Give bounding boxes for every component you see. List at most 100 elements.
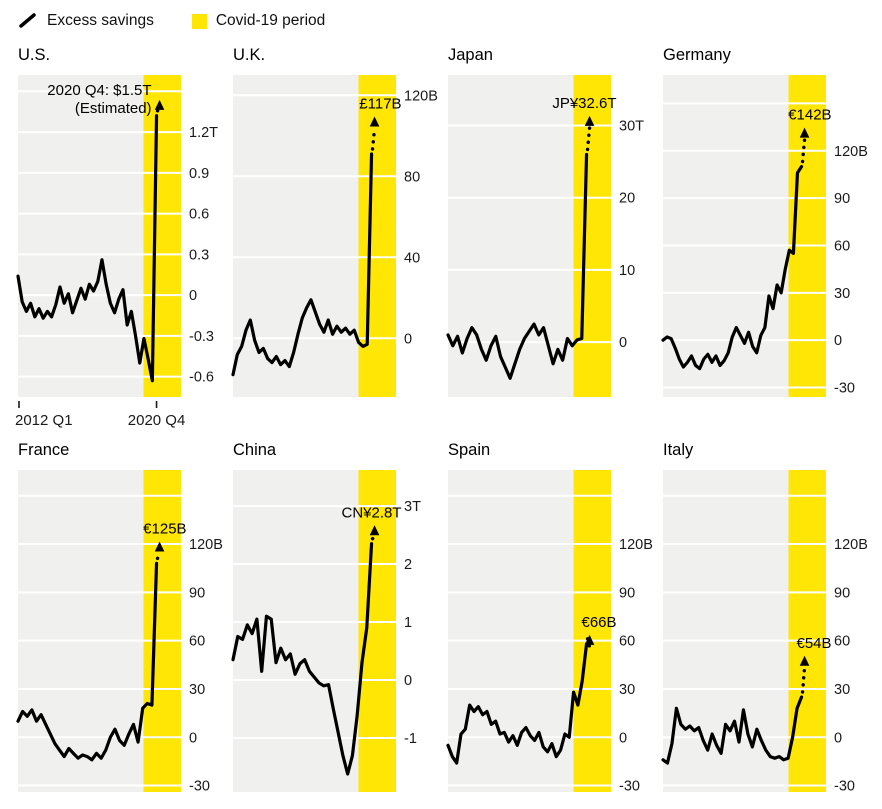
series-line (16, 561, 159, 762)
line-chart-italy: 120B 90 60 30 0 -30 €54B (661, 470, 868, 795)
y-tick-label: 0 (404, 331, 412, 347)
panel-title-uk: U.K. (233, 46, 266, 64)
chart-panel-china: China 3T 2 1 0 -1 CN¥2.8T (231, 441, 448, 792)
panel-title-italy: Italy (663, 441, 694, 459)
y-tick-labels: 120B 80 40 0 (404, 88, 438, 347)
x-axis: 2012 Q1 2020 Q4 (15, 401, 185, 429)
y-tick-label: 0 (619, 335, 627, 351)
line-chart-germany: 120B 90 60 30 0 -30 €142B (661, 75, 868, 397)
y-tick-label: 80 (404, 169, 420, 185)
y-tick-label: 60 (619, 634, 635, 650)
y-tick-label: -30 (834, 779, 855, 795)
estimate-dotted-line (155, 109, 162, 114)
y-tick-labels: 120B 90 60 30 0 -30 (834, 537, 868, 795)
y-tick-label: 1 (404, 615, 412, 631)
y-tick-label: 1.2T (189, 125, 218, 141)
covid-band (788, 470, 826, 792)
y-tick-label: -0.3 (189, 329, 214, 345)
value-annotation: £117B (359, 96, 401, 113)
y-tick-label: 3T (404, 499, 421, 515)
y-tick-label: 0 (834, 333, 842, 349)
estimate-dotted-line (800, 666, 807, 694)
estimate-dotted-line (155, 551, 162, 561)
legend-label-covid-period: Covid-19 period (215, 12, 326, 29)
value-annotation: JP¥32.6T (552, 95, 616, 112)
line-chart-japan: 30T 20 10 0 JP¥32.6T (446, 75, 644, 397)
covid-band (358, 75, 396, 397)
chart-panel-uk: U.K. 120B 80 40 0 £117B (231, 46, 448, 397)
chart-panel-germany: Germany 120B 90 60 30 0 -30 €142B (661, 46, 878, 397)
y-tick-label: -30 (834, 381, 855, 397)
line-chart-us: 1.2T 0.9 0.6 0.3 0 -0.3 -0.6 2020 Q4: $1.5T(Est… (15, 75, 218, 429)
y-tick-label: 0.3 (189, 247, 209, 263)
chart-spain: 120B 90 60 30 0 -30 €66B (446, 470, 663, 795)
y-tick-label: 90 (189, 585, 205, 601)
panel-title-china: China (233, 441, 277, 459)
y-tick-label: -0.6 (189, 370, 214, 386)
covid-band-swatch-icon (191, 13, 207, 29)
y-tick-labels: 3T 2 1 0 -1 (404, 499, 421, 747)
y-tick-label: -30 (619, 779, 640, 795)
value-annotation: €66B (582, 614, 617, 631)
y-tick-label: 0 (619, 730, 627, 746)
chart-legend: Excess savings Covid-19 period (18, 10, 882, 32)
y-tick-label: 2 (404, 557, 412, 573)
panel-title-spain: Spain (448, 441, 491, 459)
y-tick-label: 20 (619, 191, 635, 207)
covid-band (573, 75, 611, 397)
y-tick-label: -1 (404, 731, 417, 747)
covid-band (143, 75, 181, 397)
covid-band (143, 470, 181, 792)
y-tick-label: 90 (619, 585, 635, 601)
y-tick-labels: 30T 20 10 0 (619, 119, 644, 352)
y-tick-label: 30 (834, 682, 850, 698)
line-series-icon (19, 13, 36, 28)
arrowhead-icon (584, 115, 595, 126)
y-tick-labels: 120B 90 60 30 0 -30 (619, 537, 653, 795)
y-tick-label: 0 (189, 288, 197, 304)
arrowhead-icon (369, 525, 380, 536)
arrowhead-icon (369, 116, 380, 127)
chart-japan: 30T 20 10 0 JP¥32.6T (446, 75, 663, 397)
arrowhead-icon (584, 634, 595, 645)
y-tick-label: 60 (189, 634, 205, 650)
line-chart-spain: 120B 90 60 30 0 -30 €66B (446, 470, 653, 795)
chart-panel-france: France 120B 90 60 30 0 -30 €125B (16, 441, 233, 795)
y-tick-label: 60 (834, 634, 850, 650)
chart-panel-italy: Italy 120B 90 60 30 0 -30 €54B (661, 441, 878, 795)
y-tick-label: 10 (619, 263, 635, 279)
value-annotation: €54B (797, 635, 832, 652)
panel-title-japan: Japan (448, 46, 493, 64)
series-line (16, 114, 159, 383)
y-tick-label: 120B (404, 88, 438, 104)
y-tick-label: 0 (834, 730, 842, 746)
covid-band (573, 470, 611, 792)
chart-uk: 120B 80 40 0 £117B (231, 75, 448, 397)
value-annotation: €125B (143, 520, 186, 537)
panel-title-germany: Germany (663, 46, 731, 64)
y-tick-label: 60 (834, 238, 850, 254)
y-tick-labels: 120B 90 60 30 0 -30 (189, 537, 223, 795)
arrowhead-icon (799, 127, 810, 138)
chart-france: 120B 90 60 30 0 -30 €125B (16, 470, 233, 795)
y-tick-label: 0 (404, 673, 412, 689)
panel-title-us: U.S. (18, 46, 51, 64)
y-tick-label: 30T (619, 119, 644, 135)
chart-china: 3T 2 1 0 -1 CN¥2.8T (231, 470, 448, 792)
panel-title-france: France (18, 441, 70, 459)
y-tick-label: -30 (189, 779, 210, 795)
gridlines (448, 494, 611, 787)
y-tick-label: 0 (189, 730, 197, 746)
value-annotation: €142B (788, 107, 831, 124)
x-tick-label: 2012 Q1 (15, 412, 73, 429)
x-tick-label: 2020 Q4 (128, 412, 186, 429)
y-tick-label: 90 (834, 585, 850, 601)
series-line (231, 152, 374, 377)
arrowhead-icon (799, 655, 810, 666)
chart-panel-us: U.S. 1.2T 0.9 0.6 0.3 0 -0.3 -0.6 2020 Q4: $1.5… (15, 46, 233, 431)
y-tick-label: 0.6 (189, 207, 209, 223)
series-line (446, 152, 589, 380)
chart-germany: 120B 90 60 30 0 -30 €142B (661, 75, 878, 397)
arrowhead-icon (154, 99, 165, 110)
y-tick-label: 30 (834, 286, 850, 302)
